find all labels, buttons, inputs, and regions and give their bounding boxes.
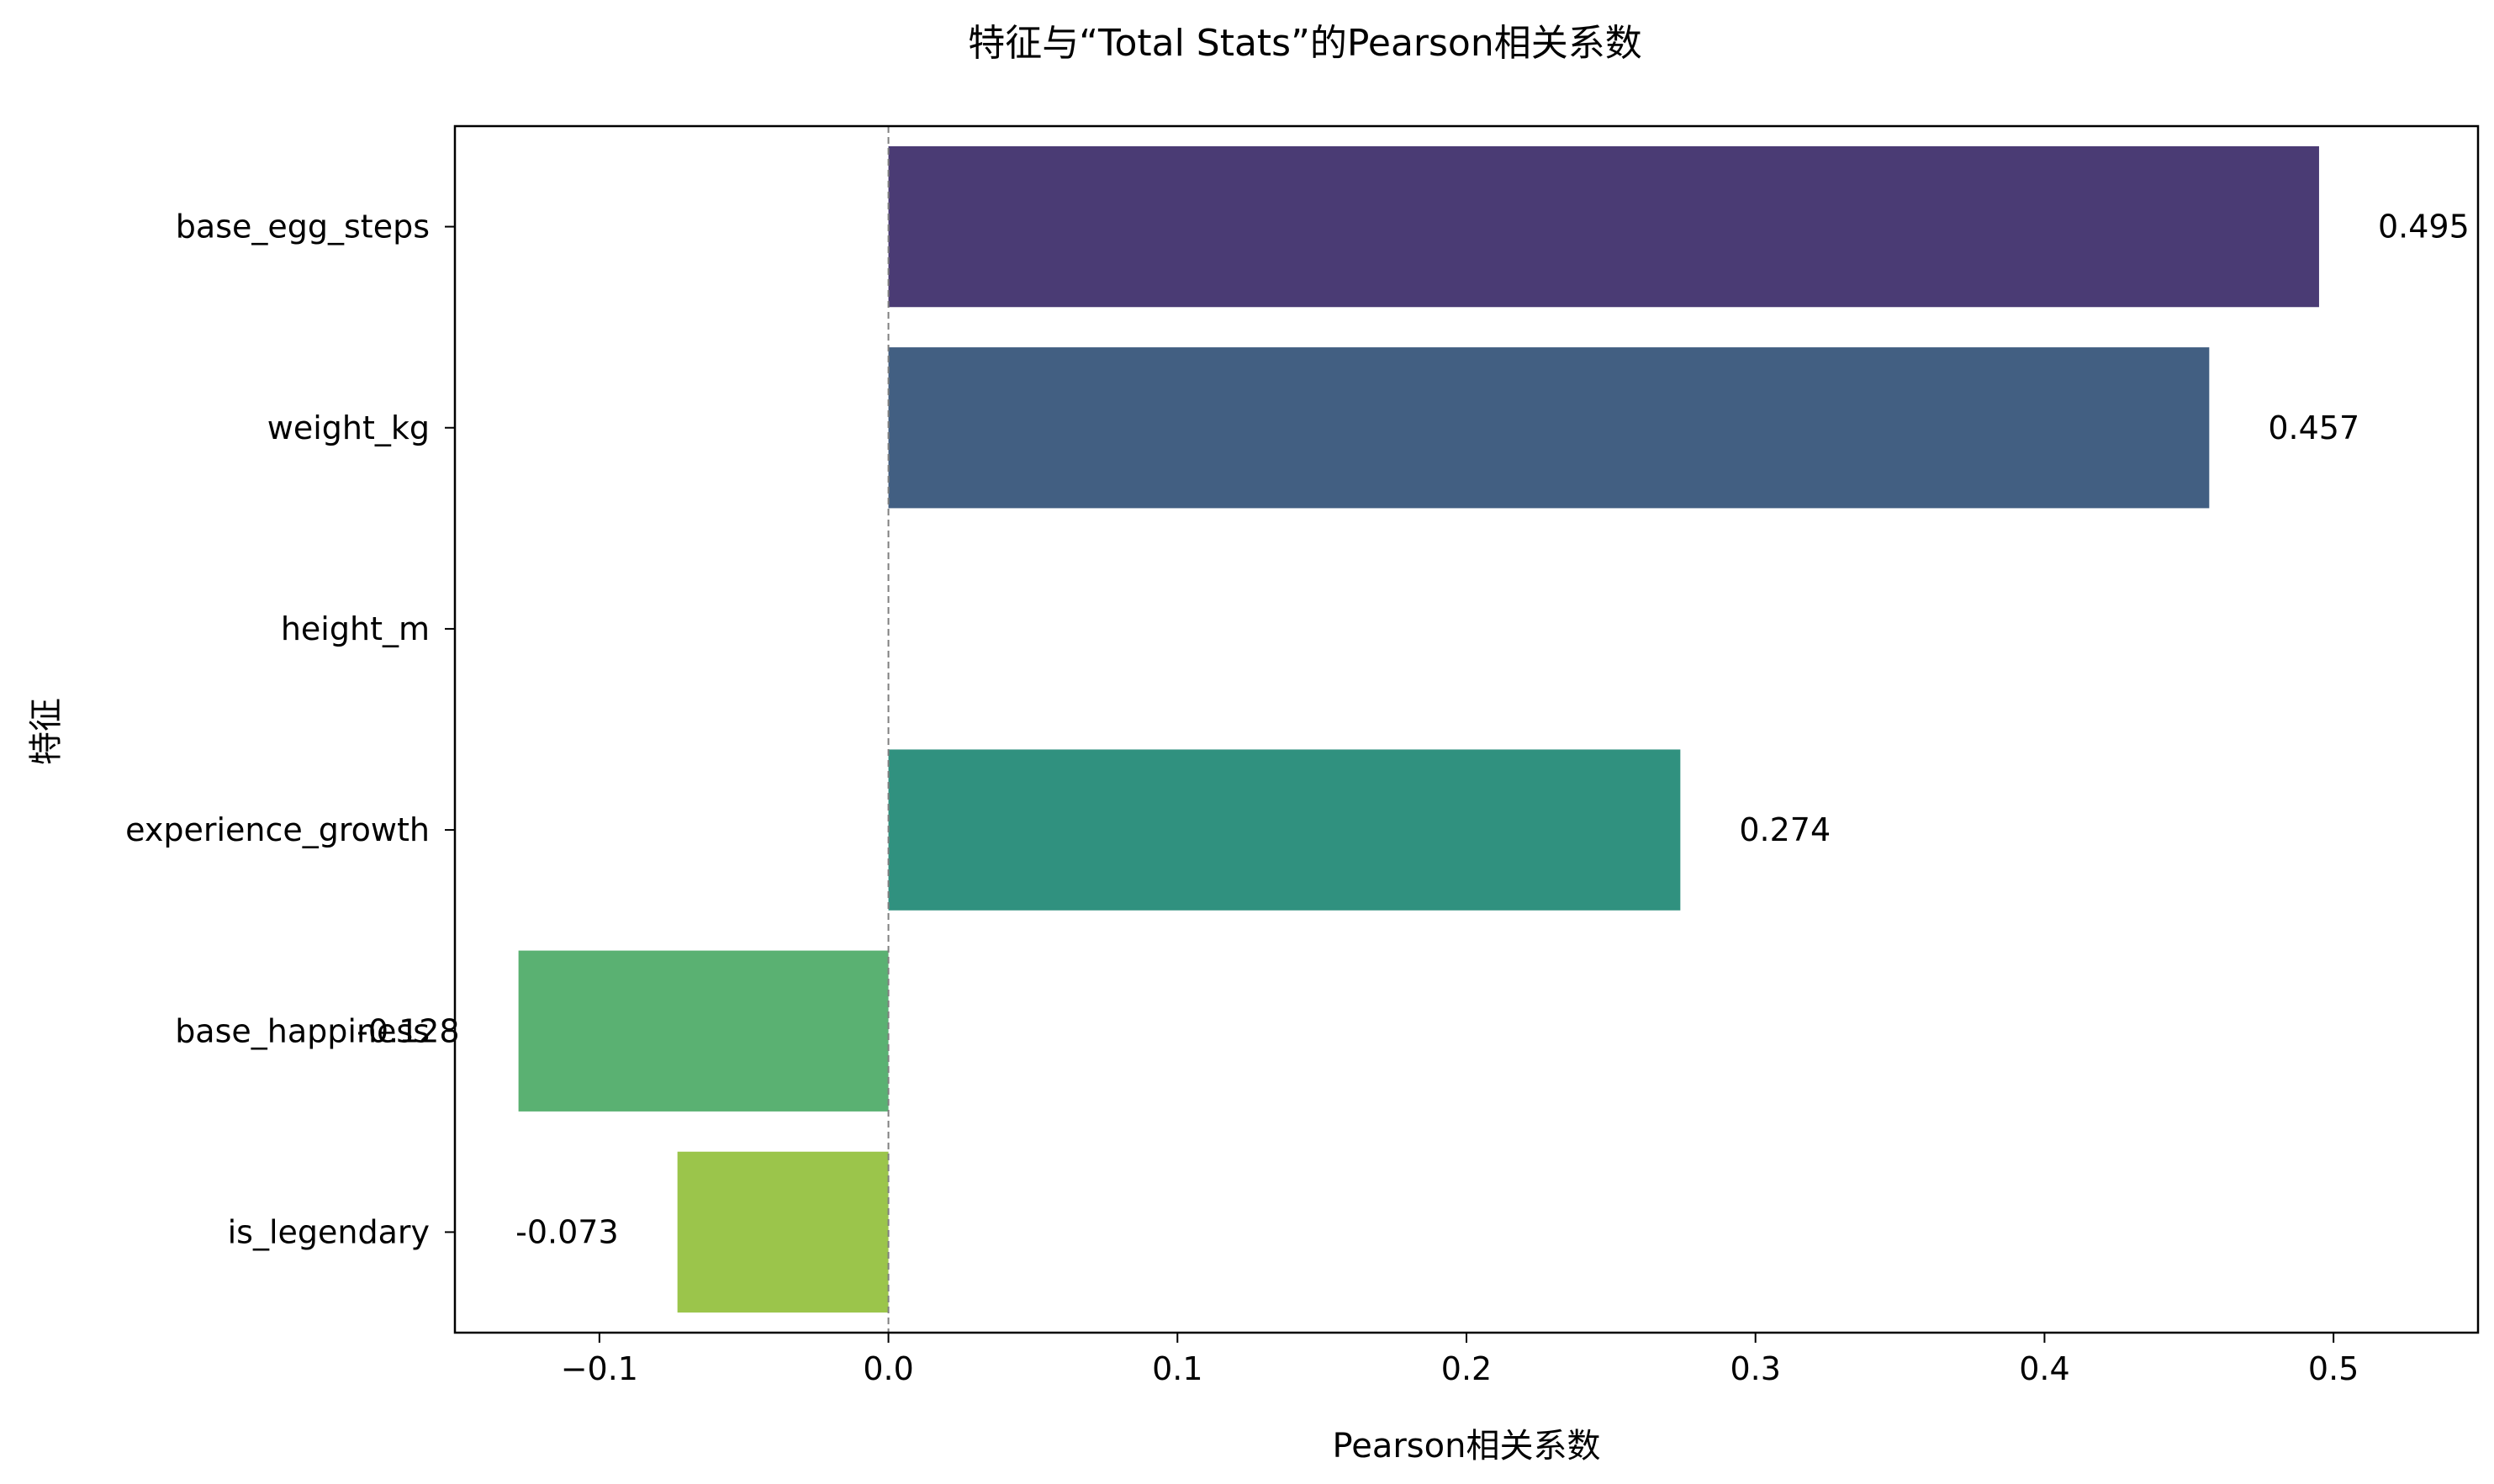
plot-area: base_egg_steps 0.495 weight_kg 0.457 height_… [125,124,2480,1387]
x-tick-label: 0.1 [1152,1350,1202,1387]
y-tick-label-weight-kg: weight_kg [267,409,430,446]
bar-is-legendary [677,1151,889,1313]
x-tick-label: 0.4 [2019,1350,2069,1387]
x-tick-label: 0.0 [863,1350,913,1387]
y-tick-label-is-legendary: is_legendary [228,1213,430,1250]
chart-title: 特征与“Total Stats”的Pearson相关系数 [968,22,1641,65]
x-tick-label: 0.5 [2308,1350,2359,1387]
x-axis-title: Pearson相关系数 [1333,1427,1601,1466]
bar-base-egg-steps [888,145,2319,308]
y-tick-label-base-happiness: base_happiness [175,1012,430,1049]
y-tick-label-experience-growth: experience_growth [125,811,430,848]
x-tick-label: −0.1 [561,1350,638,1387]
bar-base-happiness [518,950,889,1112]
bar-experience-growth [888,749,1681,911]
data-label-weight-kg: 0.457 [2268,409,2359,446]
y-tick-label-height-m: height_m [281,610,430,647]
x-tick-label: 0.3 [1730,1350,1780,1387]
y-axis-title: 特征 [27,698,66,765]
plot-frame [453,124,2480,1334]
data-label-experience-growth: 0.274 [1739,811,1831,848]
x-tick-label: 0.2 [1441,1350,1492,1387]
data-label-is-legendary: -0.073 [515,1213,619,1250]
data-label-base-happiness: -0.128 [357,1012,460,1049]
bar-weight-kg [888,347,2210,509]
y-tick-label-base-egg-steps: base_egg_steps [176,209,430,246]
data-label-base-egg-steps: 0.495 [2378,209,2470,246]
